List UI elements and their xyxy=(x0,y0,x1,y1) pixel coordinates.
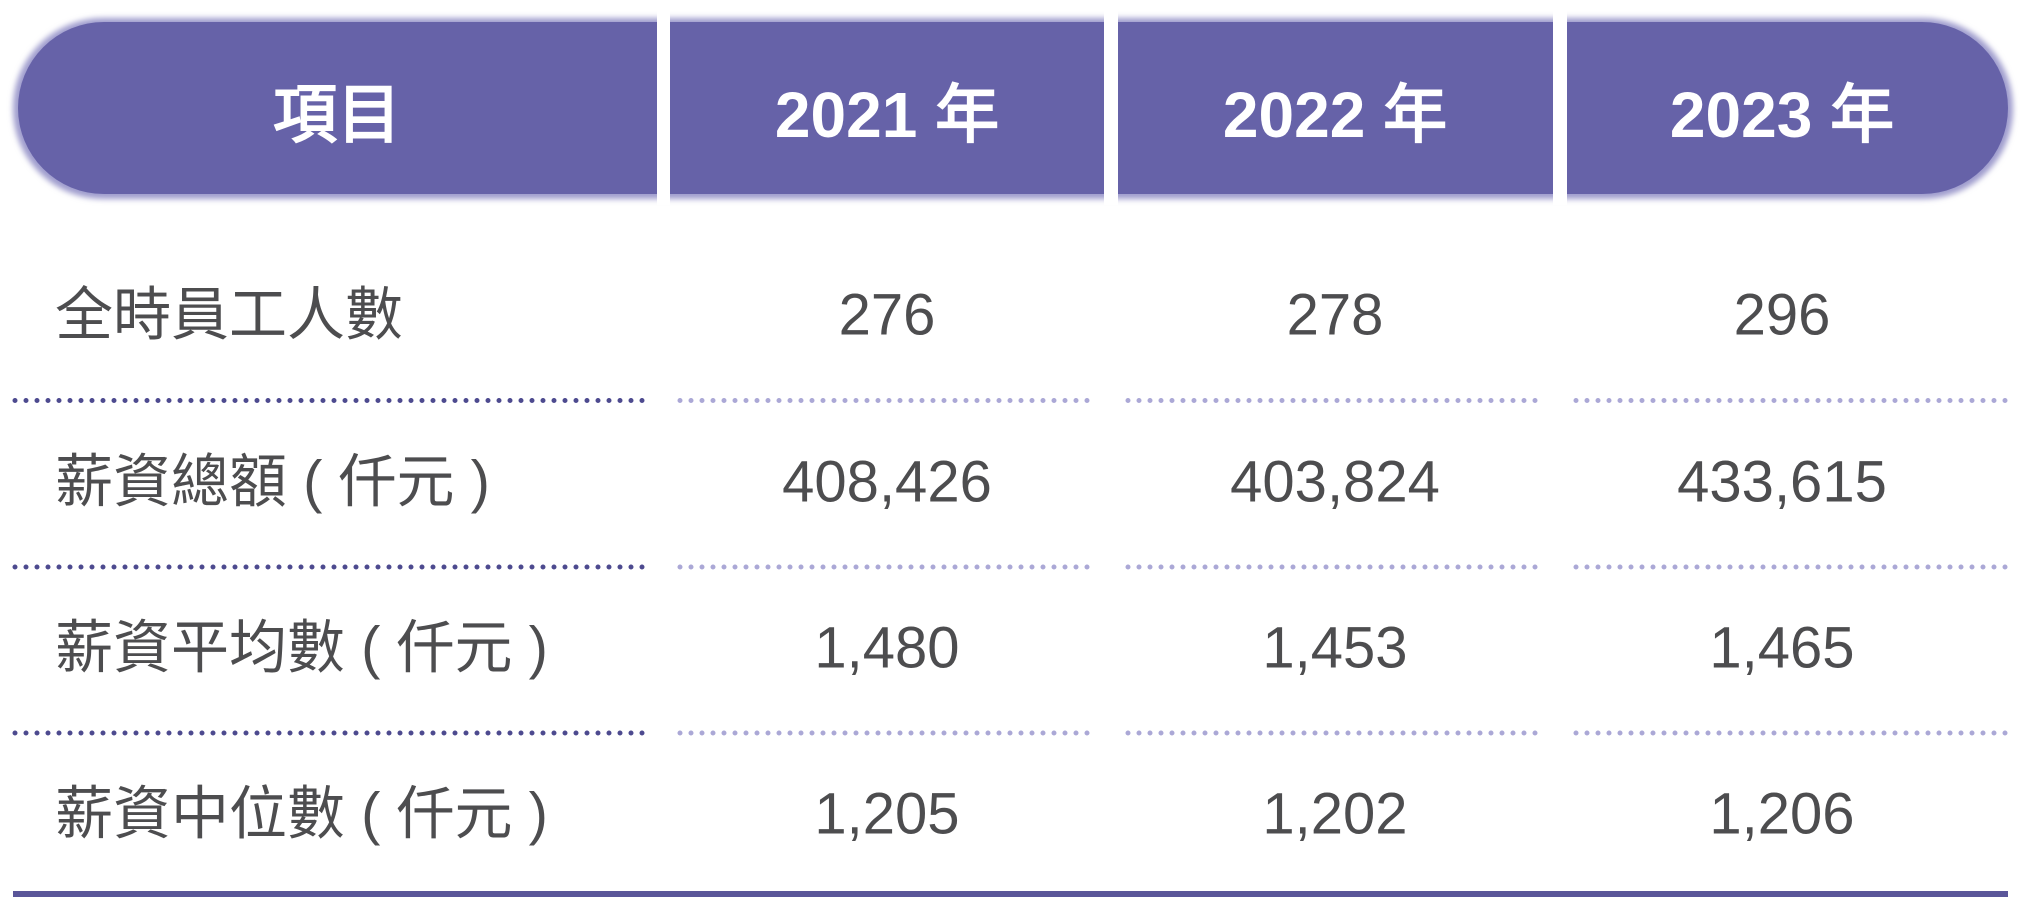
cell: 1,480 xyxy=(814,616,959,681)
row-label: 薪資總額 ( 仟元 ) xyxy=(55,450,490,515)
row-label: 薪資中位數 ( 仟元 ) xyxy=(55,782,548,847)
header-cell: 2023 年 xyxy=(1670,79,1894,151)
cell: 278 xyxy=(1287,283,1384,348)
header-gap xyxy=(1553,10,1567,205)
cell: 1,202 xyxy=(1262,782,1407,847)
cell: 1,205 xyxy=(814,782,959,847)
header-bar xyxy=(18,22,2008,194)
cell: 1,453 xyxy=(1262,616,1407,681)
cell: 408,426 xyxy=(782,450,992,515)
cell: 1,465 xyxy=(1709,616,1854,681)
row-label: 薪資平均數 ( 仟元 ) xyxy=(55,616,548,681)
cell: 1,206 xyxy=(1709,782,1854,847)
header-cell: 2021 年 xyxy=(775,79,999,151)
cell: 433,615 xyxy=(1677,450,1887,515)
cell: 403,824 xyxy=(1230,450,1440,515)
cell: 296 xyxy=(1734,283,1831,348)
header-gap xyxy=(657,10,670,205)
cell: 276 xyxy=(839,283,936,348)
header-gap xyxy=(1104,10,1118,205)
header-cell: 2022 年 xyxy=(1223,79,1447,151)
header-cell: 項目 xyxy=(273,79,401,151)
row-label: 全時員工人數 xyxy=(55,283,403,348)
